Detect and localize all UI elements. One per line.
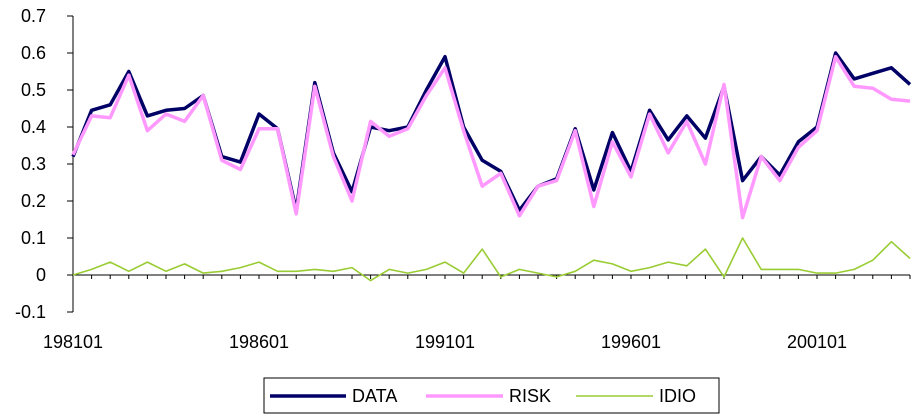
x-tick-label: 199101 [415, 332, 475, 352]
series-line-data [71, 51, 912, 213]
y-tick-label: 0.4 [21, 117, 46, 137]
y-tick-label: -0.1 [15, 302, 46, 322]
y-tick-label: 0.7 [21, 6, 46, 26]
x-tick-label: 200101 [787, 332, 847, 352]
y-tick-label: 0.5 [21, 80, 46, 100]
x-tick-label: 199601 [601, 332, 661, 352]
legend-label-risk: RISK [509, 386, 551, 406]
y-tick-label: 0.1 [21, 228, 46, 248]
x-tick-label: 198101 [43, 332, 103, 352]
y-tick-label: 0 [36, 265, 46, 285]
y-tick-label: 0.2 [21, 191, 46, 211]
x-tick-label: 198601 [229, 332, 289, 352]
chart-series [71, 51, 912, 282]
y-tick-label: 0.6 [21, 43, 46, 63]
chart-legend: DATA RISK IDIO [263, 377, 720, 414]
series-line-idio [72, 237, 911, 282]
legend-label-data: DATA [352, 386, 397, 406]
legend-label-idio: IDIO [659, 386, 696, 406]
series-line-risk [71, 54, 911, 220]
chart-axes: -0.1 0 0.1 0.2 0.3 0.4 0.5 0.6 0.7 198101 198601 19… [15, 6, 911, 352]
y-tick-label: 0.3 [21, 154, 46, 174]
